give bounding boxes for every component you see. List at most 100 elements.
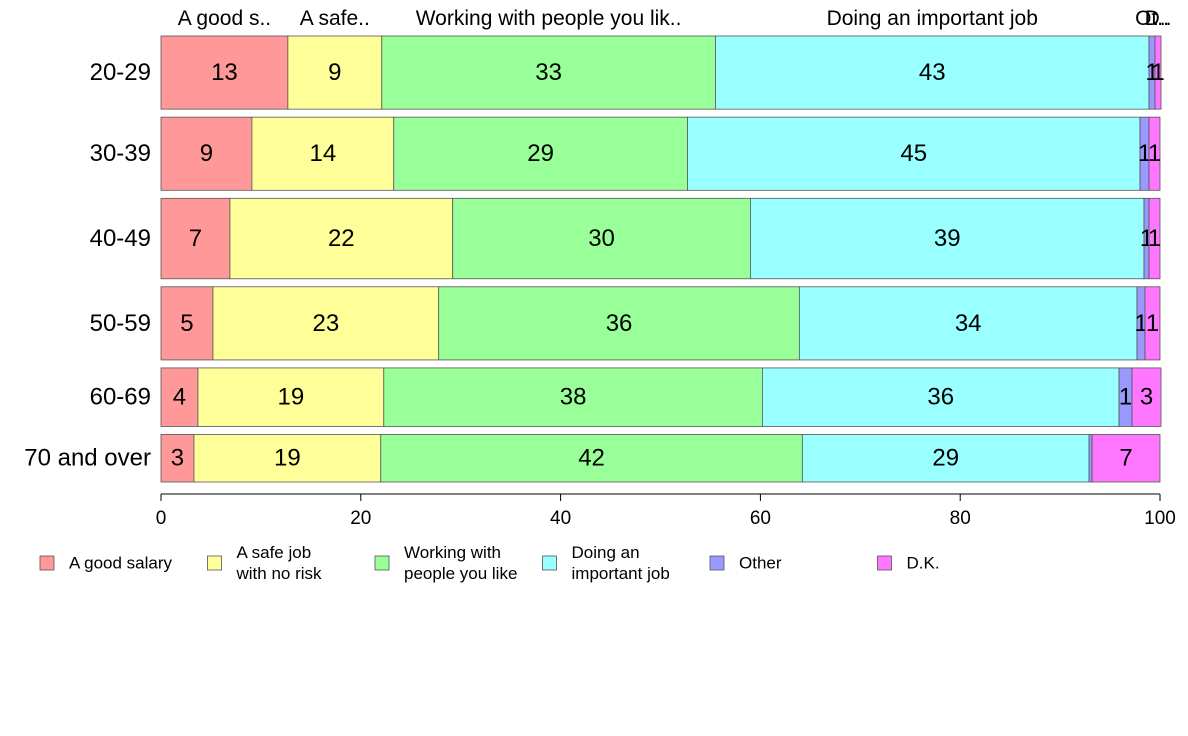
data-label: 9: [328, 59, 341, 86]
legend-item: A safe job with no risk: [207, 543, 323, 583]
series-top-label: A good s..: [178, 7, 271, 30]
bar-segment: [160, 434, 195, 483]
series-top-label: D..: [1145, 7, 1172, 30]
data-label: 7: [189, 225, 202, 252]
data-label: 1: [1134, 310, 1147, 337]
data-label: 29: [527, 140, 554, 167]
data-label: 14: [309, 140, 336, 167]
data-label: 23: [312, 310, 339, 337]
bar-segment: [687, 116, 1141, 191]
legend-label: D.K.: [907, 554, 940, 573]
bar-segment: [1148, 197, 1161, 280]
series-top-label: A safe..: [300, 7, 370, 30]
data-label: 39: [934, 225, 961, 252]
row-label: 20-29: [90, 59, 151, 86]
bar-segment: [160, 197, 231, 280]
bar-segment: [1154, 35, 1162, 110]
data-label: 9: [200, 140, 213, 167]
bar-segment: [193, 434, 382, 483]
data-label: 1: [1146, 310, 1159, 337]
data-label: 29: [932, 445, 959, 472]
data-label: 1: [1138, 140, 1151, 167]
series-top-label: Doing an important job: [827, 7, 1038, 30]
data-label: 1: [1148, 140, 1161, 167]
legend: A good salary A safe job with no risk Worki…: [39, 543, 940, 583]
bar-row: 40-49 7 22 30 39 11: [90, 197, 1161, 280]
bar-row: 60-69 4 19 38 36 1 3: [90, 367, 1162, 427]
data-label: 19: [278, 384, 305, 411]
bar-segment: [1148, 116, 1161, 191]
legend-swatch: [877, 555, 892, 571]
legend-label: A safe job with no risk: [236, 543, 323, 583]
data-label: 36: [927, 384, 954, 411]
bar-segment: [160, 367, 199, 427]
bar-segment: [287, 35, 383, 110]
data-label: 38: [560, 384, 587, 411]
bar-segment: [452, 197, 751, 280]
bar-segment: [160, 286, 214, 361]
bar-segment: [750, 197, 1145, 280]
data-label: 43: [919, 59, 946, 86]
legend-item: Working with people you like: [374, 543, 517, 583]
x-tick-label: 100: [1144, 508, 1176, 529]
x-tick-label: 60: [750, 508, 771, 529]
bar-segment: [715, 35, 1150, 110]
bar-segment: [393, 116, 688, 191]
legend-label: Doing an important job: [572, 543, 670, 583]
bar-row: 30-39 9 14 29 45 11: [90, 116, 1161, 191]
legend-item: A good salary: [39, 554, 173, 573]
data-label: 19: [274, 445, 301, 472]
legend-swatch: [374, 555, 390, 571]
x-tick-label: 0: [156, 508, 167, 529]
bar-segment: [1144, 286, 1161, 361]
legend-swatch: [207, 555, 222, 571]
bar-segment: [160, 116, 253, 191]
series-top-label: Working with people you lik..: [416, 7, 682, 30]
row-label: 50-59: [90, 310, 151, 337]
data-label: 22: [328, 225, 355, 252]
x-tick-label: 80: [950, 508, 971, 529]
bar-segment: [761, 367, 1120, 427]
data-label: 4: [173, 384, 186, 411]
data-label: 42: [578, 445, 605, 472]
legend-item: Doing an important job: [542, 543, 670, 583]
x-tick-label: 40: [550, 508, 571, 529]
bar-segment: [1131, 367, 1162, 427]
data-label: 3: [171, 445, 184, 472]
bar-segment: [383, 367, 763, 427]
data-label: 7: [1119, 445, 1132, 472]
bar-segment: [1088, 434, 1093, 483]
data-label: 1: [1151, 59, 1164, 86]
data-label: 30: [588, 225, 615, 252]
data-label: 3: [1140, 384, 1153, 411]
legend-swatch: [709, 555, 725, 571]
bar-segment: [212, 286, 440, 361]
legend-swatch: [39, 555, 55, 571]
data-label: 5: [180, 310, 193, 337]
row-label: 30-39: [90, 140, 151, 167]
data-label: 36: [606, 310, 633, 337]
data-label: 45: [900, 140, 927, 167]
bar-segment: [229, 197, 454, 280]
legend-label: A good salary: [69, 554, 173, 573]
bar-segment: [438, 286, 800, 361]
data-label: 1: [1148, 225, 1161, 252]
bar-segment: [251, 116, 395, 191]
row-label: 40-49: [90, 225, 151, 252]
legend-label: Other: [739, 554, 782, 573]
row-label: 60-69: [90, 384, 151, 411]
bar-segment: [1091, 434, 1161, 483]
legend-item: Other: [709, 554, 782, 573]
row-label: 70 and over: [24, 445, 151, 472]
bar-segment: [197, 367, 385, 427]
bar-row: 70 and over 3 19 42 29 7: [24, 434, 1161, 483]
series-top-label: Ot..: [1135, 7, 1169, 30]
x-tick-label: 20: [350, 508, 371, 529]
data-label: 1: [1119, 384, 1132, 411]
data-label: 33: [535, 59, 562, 86]
bar-segment: [801, 434, 1090, 483]
bar-row: 50-59 5 23 36 34 11: [90, 286, 1161, 361]
legend-item: D.K.: [877, 554, 940, 573]
